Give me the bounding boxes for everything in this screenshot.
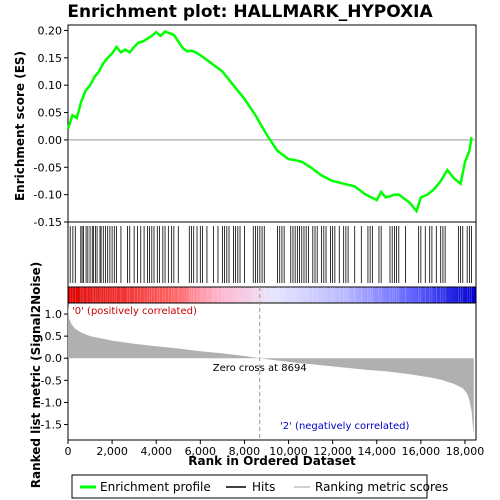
- negative-label: '2' (negatively correlated): [280, 421, 409, 432]
- x-tick-label: 2,000: [96, 445, 128, 458]
- metric-ytick-label: 0.5: [45, 330, 63, 343]
- legend-metric-label: Ranking metric scores: [315, 480, 448, 494]
- es-ytick-label: 0.20: [38, 24, 63, 37]
- enrichment-profile-line: [66, 30, 473, 214]
- zero-cross-label: Zero cross at 8694: [213, 363, 307, 374]
- metric-ytick-label: -1.5: [41, 419, 62, 432]
- legend: [71, 474, 428, 499]
- es-ytick-label: 0.10: [38, 79, 63, 92]
- metric-ytick-label: 1.0: [45, 308, 63, 321]
- es-ytick-label: 0.05: [38, 107, 63, 120]
- x-tick-label: 16,000: [402, 445, 441, 458]
- es-ytick-label: -0.10: [34, 189, 62, 202]
- metric-ytick-label: -0.5: [41, 374, 62, 387]
- es-ylabel: Enrichment score (ES): [13, 51, 27, 201]
- x-tick-label: 10,000: [269, 445, 308, 458]
- hits-panel: [67, 221, 477, 288]
- x-tick-label: 6,000: [185, 445, 217, 458]
- metric-ytick-label: 0.0: [45, 352, 63, 365]
- x-tick-label: 4,000: [140, 445, 172, 458]
- es-ytick-label: -0.15: [34, 216, 62, 229]
- positive-label: '0' (positively correlated): [72, 306, 197, 317]
- x-tick-label: 8,000: [229, 445, 261, 458]
- es-ytick-label: 0.00: [38, 134, 63, 147]
- es-ytick-label: 0.15: [38, 52, 63, 65]
- rank-color-bar: [67, 286, 477, 304]
- metric-ylabel: Ranked list metric (Signal2Noise): [29, 262, 43, 489]
- x-axis-label: Rank in Ordered Dataset: [188, 454, 356, 468]
- x-tick-label: 0: [65, 445, 72, 458]
- es-panel: [67, 24, 477, 223]
- x-tick-label: 18,000: [446, 445, 485, 458]
- metric-ytick-label: -1.0: [41, 396, 62, 409]
- x-tick-label: 12,000: [313, 445, 352, 458]
- legend-enrichment-label: Enrichment profile: [100, 480, 211, 494]
- x-tick-label: 14,000: [358, 445, 397, 458]
- ranking-metric-area: [68, 305, 474, 434]
- legend-hits-label: Hits: [252, 480, 275, 494]
- es-ytick-label: -0.05: [34, 161, 62, 174]
- chart-title: Enrichment plot: HALLMARK_HYPOXIA: [67, 2, 433, 22]
